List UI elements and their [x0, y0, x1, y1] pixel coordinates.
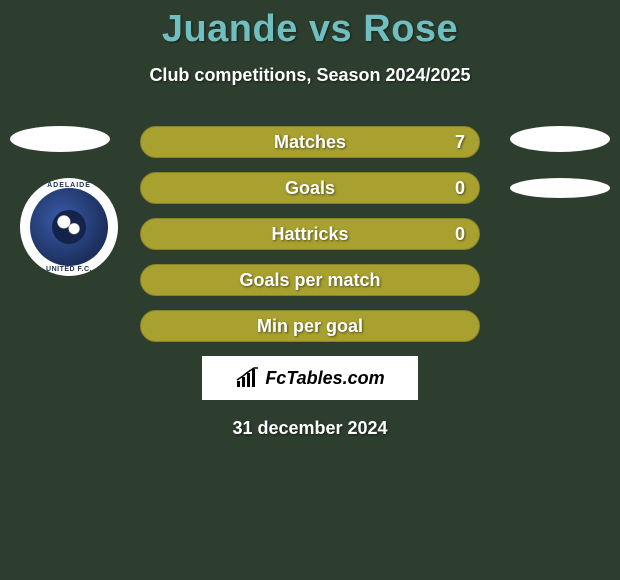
- stat-bars: Matches 7 Goals 0 Hattricks 0 Goals per …: [140, 126, 480, 342]
- badge-text-bottom: UNITED F.C.: [20, 266, 118, 273]
- bar-gpm-label: Goals per match: [239, 270, 380, 291]
- bar-mpg-label: Min per goal: [257, 316, 363, 337]
- bar-min-per-goal: Min per goal: [140, 310, 480, 342]
- bar-hattricks-right-value: 0: [455, 224, 465, 245]
- badge-ball-icon: [52, 210, 86, 244]
- page-title: Juande vs Rose: [0, 0, 620, 51]
- badge-inner-circle: [30, 188, 108, 266]
- bar-goals-per-match: Goals per match: [140, 264, 480, 296]
- right-placeholder-oval-2: [510, 178, 610, 198]
- snapshot-date: 31 december 2024: [0, 418, 620, 439]
- subtitle: Club competitions, Season 2024/2025: [0, 65, 620, 86]
- branding-box: FcTables.com: [202, 356, 418, 400]
- bar-goals-label: Goals: [285, 178, 335, 199]
- bar-matches: Matches 7: [140, 126, 480, 158]
- bar-matches-label: Matches: [274, 132, 346, 153]
- right-placeholder-oval-1: [510, 126, 610, 152]
- bar-goals-right-value: 0: [455, 178, 465, 199]
- left-placeholder-oval-1: [10, 126, 110, 152]
- bar-hattricks-label: Hattricks: [271, 224, 348, 245]
- bar-matches-right-value: 7: [455, 132, 465, 153]
- bar-goals: Goals 0: [140, 172, 480, 204]
- left-club-badge: ADELAIDE UNITED F.C.: [20, 178, 118, 276]
- branding-text: FcTables.com: [265, 368, 384, 389]
- comparison-panel: ADELAIDE UNITED F.C. Matches 7 Goals 0 H…: [0, 126, 620, 439]
- bar-hattricks: Hattricks 0: [140, 218, 480, 250]
- bar-chart-icon: [235, 367, 261, 389]
